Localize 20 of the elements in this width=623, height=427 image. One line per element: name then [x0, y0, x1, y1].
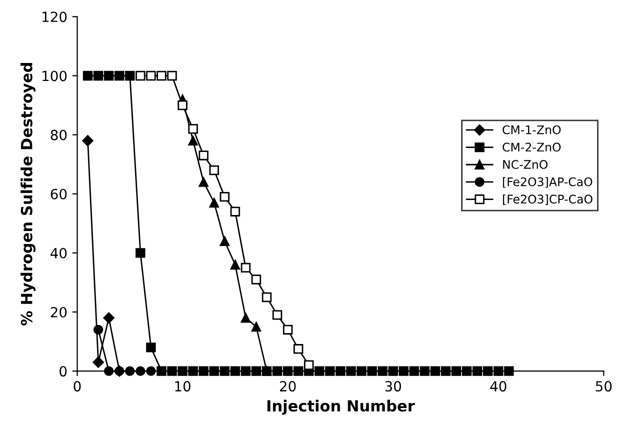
- x-tick-label: 20: [280, 381, 296, 392]
- y-tick-label: 20: [50, 306, 67, 318]
- y-tick-label: 60: [50, 188, 67, 200]
- legend-label: CM-2-ZnO: [502, 142, 561, 152]
- y-tick-label: 120: [42, 12, 67, 22]
- x-tick-label: 50: [596, 381, 612, 392]
- y-tick-label: 80: [50, 130, 67, 140]
- y-tick-label: 100: [42, 70, 67, 82]
- legend-label: [Fe2O3]CP-CaO: [503, 194, 592, 205]
- legend-label: [Fe2O3]AP-CaO: [503, 177, 592, 188]
- x-tick-label: 10: [175, 381, 190, 392]
- y-tick-label: 40: [50, 248, 67, 258]
- legend-label: NC-ZnO: [503, 160, 548, 169]
- x-tick-label: 40: [490, 381, 506, 392]
- y-tick-label: 0: [60, 366, 67, 377]
- x-tick-label: 0: [74, 381, 81, 392]
- legend-label: CM-1-ZnO: [502, 125, 561, 134]
- x-axis-title: Injection Number: [267, 400, 415, 415]
- x-tick-label: 30: [385, 381, 402, 392]
- y-axis-title: % Hydrogen Sulfide Destroyed: [20, 63, 36, 326]
